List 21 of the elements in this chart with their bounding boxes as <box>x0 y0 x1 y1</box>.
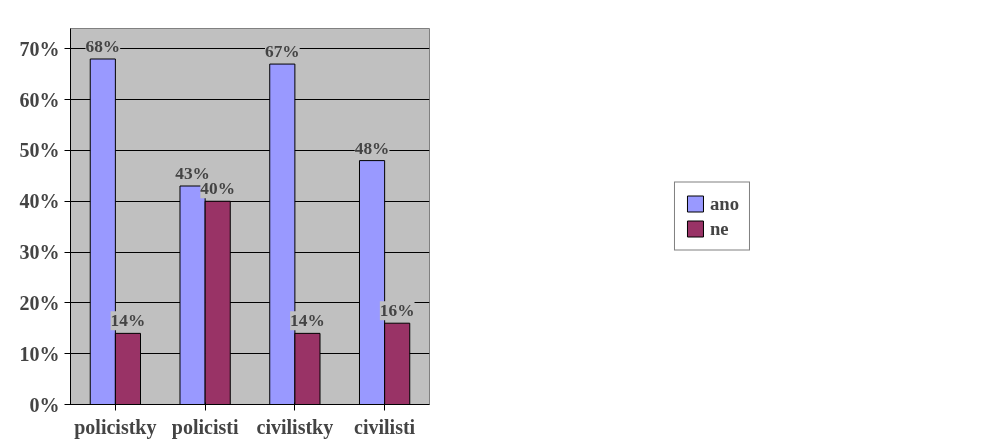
x-tick-label: civilisti <box>354 415 416 438</box>
legend-label: ne <box>709 217 730 240</box>
legend-label: ano <box>709 192 740 215</box>
y-tick-label: 10% <box>19 342 60 365</box>
x-tick-label: civilistky <box>256 415 334 439</box>
x-tick-label: policistky <box>74 415 157 439</box>
data-label: 68% <box>85 36 121 56</box>
y-tick-label: 40% <box>19 190 60 213</box>
y-tick-label: 20% <box>19 291 60 314</box>
data-label: 16% <box>379 301 415 321</box>
data-label: 14% <box>290 311 325 331</box>
data-label: 67% <box>264 42 300 62</box>
y-tick-label: 60% <box>19 88 60 111</box>
y-tick-label: 0% <box>29 393 60 416</box>
y-tick-label: 30% <box>19 241 60 264</box>
y-tick-label: 70% <box>19 37 60 60</box>
data-label: 40% <box>200 179 236 199</box>
x-tick-label: policisti <box>171 415 239 439</box>
data-label: 14% <box>110 311 146 331</box>
y-tick-label: 50% <box>19 139 60 162</box>
data-label: 48% <box>354 138 390 158</box>
